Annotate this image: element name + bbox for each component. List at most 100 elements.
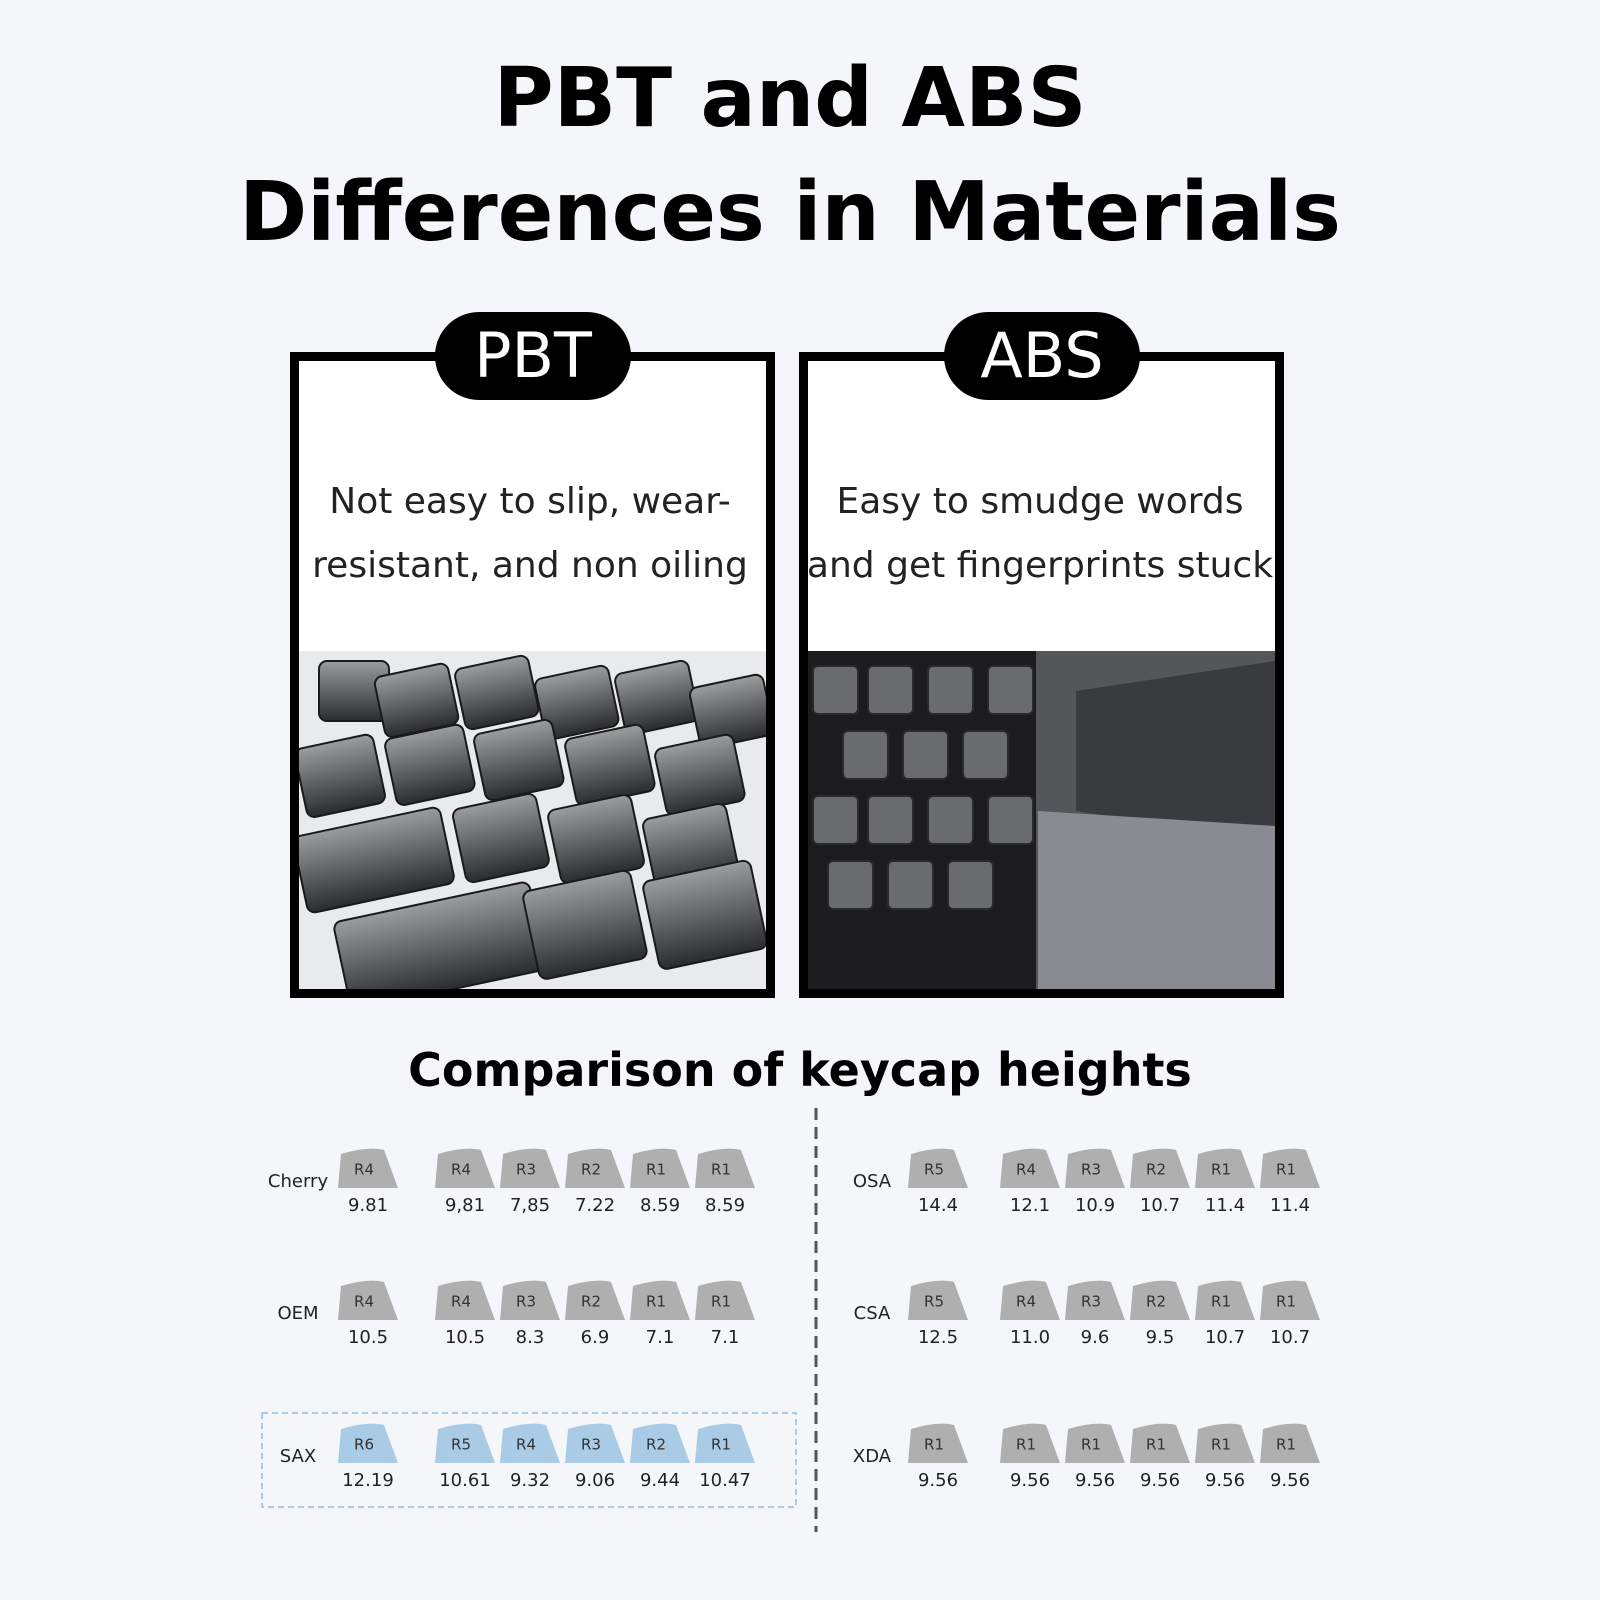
keycap-row: R4 (1016, 1161, 1036, 1179)
keycap-row: R3 (581, 1436, 601, 1454)
title-line: Differences in Materials (239, 165, 1341, 260)
keycap (1130, 1423, 1190, 1463)
badge: PBT (435, 312, 631, 400)
panel-text: Easy to smudge words and get fingerprint… (806, 481, 1274, 586)
keycap (565, 1280, 625, 1320)
keycap (630, 1148, 690, 1188)
keycap-row: R1 (1016, 1436, 1036, 1454)
keycap-height: 8.3 (516, 1327, 545, 1348)
title-line: PBT and ABS (493, 51, 1087, 146)
keycap-height: 10.61 (439, 1470, 491, 1491)
keycap-row: R2 (1146, 1161, 1166, 1179)
keycap-height: 10.47 (699, 1470, 751, 1491)
keycap-row: R1 (1146, 1436, 1166, 1454)
keycap-height: 12.1 (1010, 1195, 1050, 1216)
keycap-row: R1 (711, 1293, 731, 1311)
keycap (1000, 1280, 1060, 1320)
keycap (908, 1148, 968, 1188)
keycap (1065, 1423, 1125, 1463)
keycap-row: R3 (1081, 1161, 1101, 1179)
keycap (695, 1148, 755, 1188)
keycap-height: 10.7 (1205, 1327, 1245, 1348)
keycap-height: 9.5 (1146, 1327, 1175, 1348)
keycap (565, 1148, 625, 1188)
keycap (435, 1148, 495, 1188)
keycap (1260, 1280, 1320, 1320)
keycap (908, 1423, 968, 1463)
badge: ABS (944, 312, 1140, 400)
profile-name: XDA (853, 1446, 892, 1467)
keycap (1195, 1280, 1255, 1320)
keycap (630, 1280, 690, 1320)
keycap (1065, 1148, 1125, 1188)
keycap-row: R1 (1211, 1293, 1231, 1311)
panel (290, 352, 775, 998)
keycap-row: R2 (1146, 1293, 1166, 1311)
keycap (1000, 1423, 1060, 1463)
keycap-height: 7,85 (510, 1195, 550, 1216)
keycap-height: 7.1 (646, 1327, 675, 1348)
keycap-height: 11.4 (1270, 1195, 1310, 1216)
keycap-height: 9.81 (348, 1195, 388, 1216)
panel (799, 352, 1284, 998)
keycap-height: 9.56 (1140, 1470, 1180, 1491)
panel-text: Not easy to slip, wear-resistant, and no… (312, 481, 748, 586)
keycap-height: 10.7 (1270, 1327, 1310, 1348)
keycap-row: R4 (1016, 1293, 1036, 1311)
keycap-height: 12.5 (918, 1327, 958, 1348)
profile-name: Cherry (268, 1171, 329, 1192)
keycap-row: R5 (451, 1436, 471, 1454)
keycap (908, 1280, 968, 1320)
keycap-height: 9.06 (575, 1470, 615, 1491)
keycap (1260, 1423, 1320, 1463)
keycap-row: R4 (354, 1161, 374, 1179)
keycap-row: R6 (354, 1436, 374, 1454)
keycap-row: R4 (516, 1436, 536, 1454)
keycap-row: R4 (354, 1293, 374, 1311)
keycap-height: 9.32 (510, 1470, 550, 1491)
keycap (695, 1423, 755, 1463)
keycap-row: R1 (646, 1293, 666, 1311)
keycap-row: R1 (1276, 1161, 1296, 1179)
keycap-height: 8.59 (705, 1195, 745, 1216)
keycap-height: 9,81 (445, 1195, 485, 1216)
keycap (630, 1423, 690, 1463)
keycap-height: 10.7 (1140, 1195, 1180, 1216)
keycap-height: 7.22 (575, 1195, 615, 1216)
keycap-row: R3 (1081, 1293, 1101, 1311)
keycap-height: 9.44 (640, 1470, 680, 1491)
keycap (500, 1280, 560, 1320)
keycap-height: 7.1 (711, 1327, 740, 1348)
keycap-row: R1 (711, 1436, 731, 1454)
keycap (338, 1148, 398, 1188)
keycap (1000, 1148, 1060, 1188)
keycap-height: 10.5 (445, 1327, 485, 1348)
keycap-height: 10.5 (348, 1327, 388, 1348)
profile-name: CSA (854, 1303, 891, 1324)
keycap (338, 1280, 398, 1320)
keycap-row: R1 (1276, 1436, 1296, 1454)
keycap (338, 1423, 398, 1463)
keycap (500, 1423, 560, 1463)
keycap-row: R5 (924, 1293, 944, 1311)
keycap-height: 10.9 (1075, 1195, 1115, 1216)
profile-name: SAX (280, 1446, 316, 1467)
keycap-row: R2 (581, 1161, 601, 1179)
keycap-row: R3 (516, 1161, 536, 1179)
keycap-row: R1 (924, 1436, 944, 1454)
keycap-row: R4 (451, 1293, 471, 1311)
keycap (565, 1423, 625, 1463)
keycap-row: R1 (1276, 1293, 1296, 1311)
keycap (1260, 1148, 1320, 1188)
highlight-frame (261, 1412, 797, 1508)
keycap-height: 9.56 (1075, 1470, 1115, 1491)
keycap-height: 9.56 (918, 1470, 958, 1491)
keycap-height: 9.56 (1205, 1470, 1245, 1491)
section-title: Comparison of keycap heights (408, 1043, 1192, 1097)
profile-name: OEM (277, 1303, 318, 1324)
keycap-height: 11.0 (1010, 1327, 1050, 1348)
keycap (1195, 1423, 1255, 1463)
keycap (435, 1280, 495, 1320)
keycap-height: 12.19 (342, 1470, 394, 1491)
